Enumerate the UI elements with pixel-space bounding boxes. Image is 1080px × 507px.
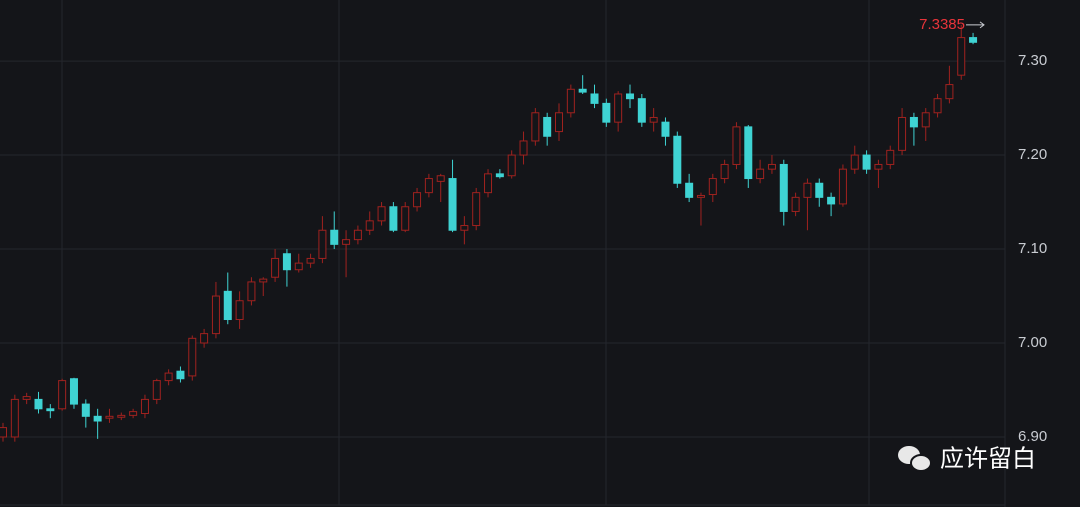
y-tick-label: 6.90 [1018,428,1047,445]
candle-body [969,37,978,43]
candle-body [200,333,209,344]
candle-body [117,414,126,418]
y-tick-label: 7.20 [1018,146,1047,163]
candle-body [0,427,7,438]
candle-body [472,192,481,227]
candle-body [744,126,753,180]
watermark: 应许留白 [898,445,1036,472]
candle-body [850,154,859,170]
y-tick-label: 7.10 [1018,240,1047,257]
candle-body [389,206,398,231]
y-tick-label: 7.30 [1018,52,1047,69]
candle-body [898,116,907,151]
candle-body [294,262,303,271]
candle-body [957,37,966,76]
candle-body [661,121,670,137]
candle-body [413,192,422,208]
candle-body [353,229,362,241]
candle-body [614,93,623,123]
candle-body [342,239,351,245]
candle-body [306,257,315,264]
candle-body [140,398,149,414]
candle-body [815,182,824,198]
wechat-icon [910,454,932,472]
candle-body [637,98,646,123]
candle-body [93,415,102,422]
candle-body [945,84,954,100]
candle-body [22,396,31,400]
candle-body [862,154,871,170]
candle-body [543,116,552,137]
candle-body [34,398,43,410]
candle-body [10,398,19,438]
candle-body [531,112,540,142]
watermark-text: 应许留白 [940,445,1036,472]
candle-body [519,140,528,156]
candle-body [46,408,55,412]
candle-body [602,102,611,123]
candle-body [566,88,575,114]
candle-body [708,178,717,196]
candle-body [874,163,883,170]
candle-body [152,380,161,400]
candle-body [424,178,433,194]
candle-body [448,178,457,231]
candle-body [436,175,445,182]
candle-body [105,415,114,419]
candle-body [791,196,800,212]
candle-body [129,411,138,416]
candle-body [282,253,291,271]
candle-body [495,173,504,178]
candle-body [732,126,741,165]
candle-body [756,168,765,180]
candle-body [886,149,895,165]
candle-body [247,281,256,302]
candle-body [909,116,918,128]
candle-body [69,378,78,405]
candle-body [590,93,599,104]
candle-body [720,163,729,180]
candle-body [555,112,564,133]
high-marker-arrow [966,21,985,29]
candle-body [188,337,197,377]
candle-body [365,220,374,231]
candle-body [507,154,516,177]
candle-body [318,229,327,259]
candle-body [779,163,788,212]
candle-body [259,278,268,283]
candle-body [460,225,469,231]
candle-body [401,206,410,231]
candle-body [827,196,836,205]
candle-body [803,182,812,198]
candle-body [235,300,244,321]
candle-body [330,229,339,245]
candle-body [921,112,930,128]
high-marker-label: 7.3385 [919,16,965,33]
candle-body [933,98,942,114]
candle-body [223,290,232,321]
y-tick-label: 7.00 [1018,334,1047,351]
candle-body [696,194,705,198]
candle-body [58,380,67,410]
candle-body [176,370,185,380]
candle-body [767,163,776,170]
candle-body [211,295,220,335]
candle-body [578,88,587,93]
candle-body [164,372,173,382]
candle-body [81,403,90,417]
candle-body [838,168,847,205]
candle-body [625,93,634,100]
candle-body [271,257,280,278]
vertical-grid [61,0,870,505]
candle-body [673,135,682,184]
candle-body [377,206,386,222]
candle-body [685,182,694,198]
candle-body [649,116,658,123]
candle-body [484,173,493,194]
